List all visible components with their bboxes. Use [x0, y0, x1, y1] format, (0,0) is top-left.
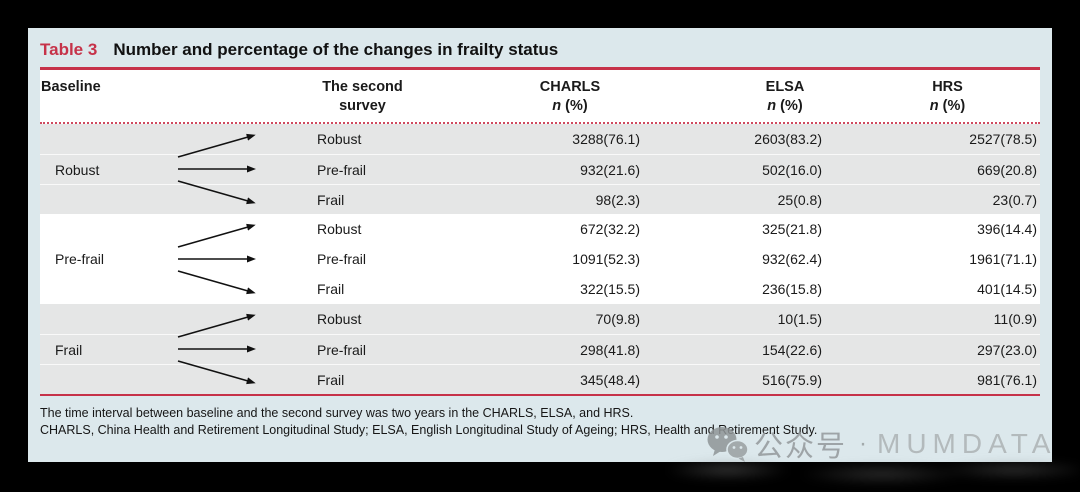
baseline-label: Frail	[55, 341, 83, 358]
section-pre-frail: Robust 672(32.2) 325(21.8) 396(14.4) Pre…	[40, 214, 1040, 304]
status-label: Frail	[317, 281, 345, 297]
value-cell-charls: 322(15.5)	[580, 281, 640, 297]
status-label: Frail	[317, 371, 345, 388]
table-header-row: Baseline The second survey CHARLS n (%) …	[40, 70, 1040, 124]
section-frail: Robust 70(9.8) 10(1.5) 11(0.9) Frail Pre…	[40, 304, 1040, 394]
table-row: Frail 322(15.5) 236(15.8) 401(14.5)	[40, 274, 1040, 304]
watermark-shadow	[640, 452, 1080, 492]
column-header-second-survey: The second survey	[322, 79, 403, 114]
value-cell-elsa: 932(62.4)	[762, 251, 822, 267]
watermark-separator: ·	[859, 430, 868, 457]
footnote-line: The time interval between baseline and t…	[40, 406, 634, 420]
column-header-hrs: HRS n (%)	[929, 79, 966, 114]
table-row: Frail 98(2.3) 25(0.8) 23(0.7)	[40, 184, 1040, 214]
table-title: Number and percentage of the changes in …	[113, 40, 559, 59]
value-cell-hrs: 2527(78.5)	[969, 131, 1037, 147]
value-cell-charls: 98(2.3)	[595, 191, 640, 208]
watermark-label: 公众号	[754, 431, 848, 463]
status-label: Robust	[317, 221, 362, 237]
value-cell-hrs: 396(14.4)	[977, 221, 1037, 237]
value-cell-hrs: 669(20.8)	[977, 161, 1037, 178]
table-row: Frail 345(48.4) 516(75.9) 981(76.1)	[40, 364, 1040, 394]
value-cell-hrs: 23(0.7)	[992, 191, 1037, 208]
section-robust: Robust 3288(76.1) 2603(83.2) 2527(78.5) …	[40, 124, 1040, 214]
table-label: Table 3	[40, 40, 98, 59]
table-row: Robust 672(32.2) 325(21.8) 396(14.4)	[40, 214, 1040, 244]
top-rule	[40, 67, 1040, 70]
status-label: Pre-frail	[317, 251, 367, 267]
table-card: Table 3 Number and percentage of the chan…	[28, 28, 1052, 462]
table-row: Frail Pre-frail 298(41.8) 154(22.6) 297(…	[40, 334, 1040, 364]
status-label: Pre-frail	[317, 161, 367, 178]
watermark: 公众号 · MUMDATA	[706, 424, 1056, 464]
table-caption: Table 3 Number and percentage of the chan…	[40, 28, 1040, 62]
status-label: Frail	[317, 191, 345, 208]
table-row: Robust 70(9.8) 10(1.5) 11(0.9)	[40, 304, 1040, 334]
value-cell-elsa: 10(1.5)	[777, 311, 822, 327]
value-cell-elsa: 516(75.9)	[762, 371, 822, 388]
footnote-line: CHARLS, China Health and Retirement Long…	[40, 423, 818, 437]
value-cell-charls: 1091(52.3)	[572, 251, 640, 267]
value-cell-charls: 932(21.6)	[580, 161, 640, 178]
value-cell-hrs: 981(76.1)	[977, 371, 1037, 388]
table-row: Robust Pre-frail 932(21.6) 502(16.0) 669…	[40, 154, 1040, 184]
status-label: Robust	[317, 131, 362, 147]
value-cell-charls: 345(48.4)	[580, 371, 640, 388]
baseline-label: Robust	[55, 161, 100, 178]
value-cell-elsa: 25(0.8)	[777, 191, 822, 208]
baseline-label: Pre-frail	[55, 251, 105, 267]
value-cell-charls: 70(9.8)	[595, 311, 640, 327]
table-row: Robust 3288(76.1) 2603(83.2) 2527(78.5)	[40, 124, 1040, 154]
table-row: Pre-frail Pre-frail 1091(52.3) 932(62.4)…	[40, 244, 1040, 274]
bottom-rule	[40, 394, 1040, 396]
value-cell-charls: 672(32.2)	[580, 221, 640, 237]
transition-arrows-icon	[177, 133, 256, 205]
table-footnotes: The time interval between baseline and t…	[40, 405, 1040, 439]
column-header-spacer	[172, 78, 300, 122]
table-body: Robust 3288(76.1) 2603(83.2) 2527(78.5) …	[40, 124, 1040, 394]
value-cell-elsa: 2603(83.2)	[754, 131, 822, 147]
wechat-icon	[707, 427, 749, 462]
watermark-brand: MUMDATA	[877, 428, 1057, 459]
status-label: Robust	[317, 311, 362, 327]
value-cell-elsa: 325(21.8)	[762, 221, 822, 237]
value-cell-hrs: 1961(71.1)	[969, 251, 1037, 267]
value-cell-hrs: 297(23.0)	[977, 341, 1037, 358]
status-label: Pre-frail	[317, 341, 367, 358]
value-cell-hrs: 11(0.9)	[993, 311, 1037, 327]
value-cell-elsa: 236(15.8)	[762, 281, 822, 297]
column-header-baseline: Baseline	[41, 79, 101, 95]
column-header-elsa: ELSA n (%)	[765, 79, 805, 114]
value-cell-charls: 298(41.8)	[580, 341, 640, 358]
column-header-charls: CHARLS n (%)	[539, 79, 601, 114]
transition-arrows-icon	[177, 313, 256, 385]
value-cell-hrs: 401(14.5)	[977, 281, 1037, 297]
value-cell-elsa: 154(22.6)	[762, 341, 822, 358]
transition-arrows-icon	[177, 223, 256, 295]
value-cell-elsa: 502(16.0)	[762, 161, 822, 178]
value-cell-charls: 3288(76.1)	[572, 131, 640, 147]
